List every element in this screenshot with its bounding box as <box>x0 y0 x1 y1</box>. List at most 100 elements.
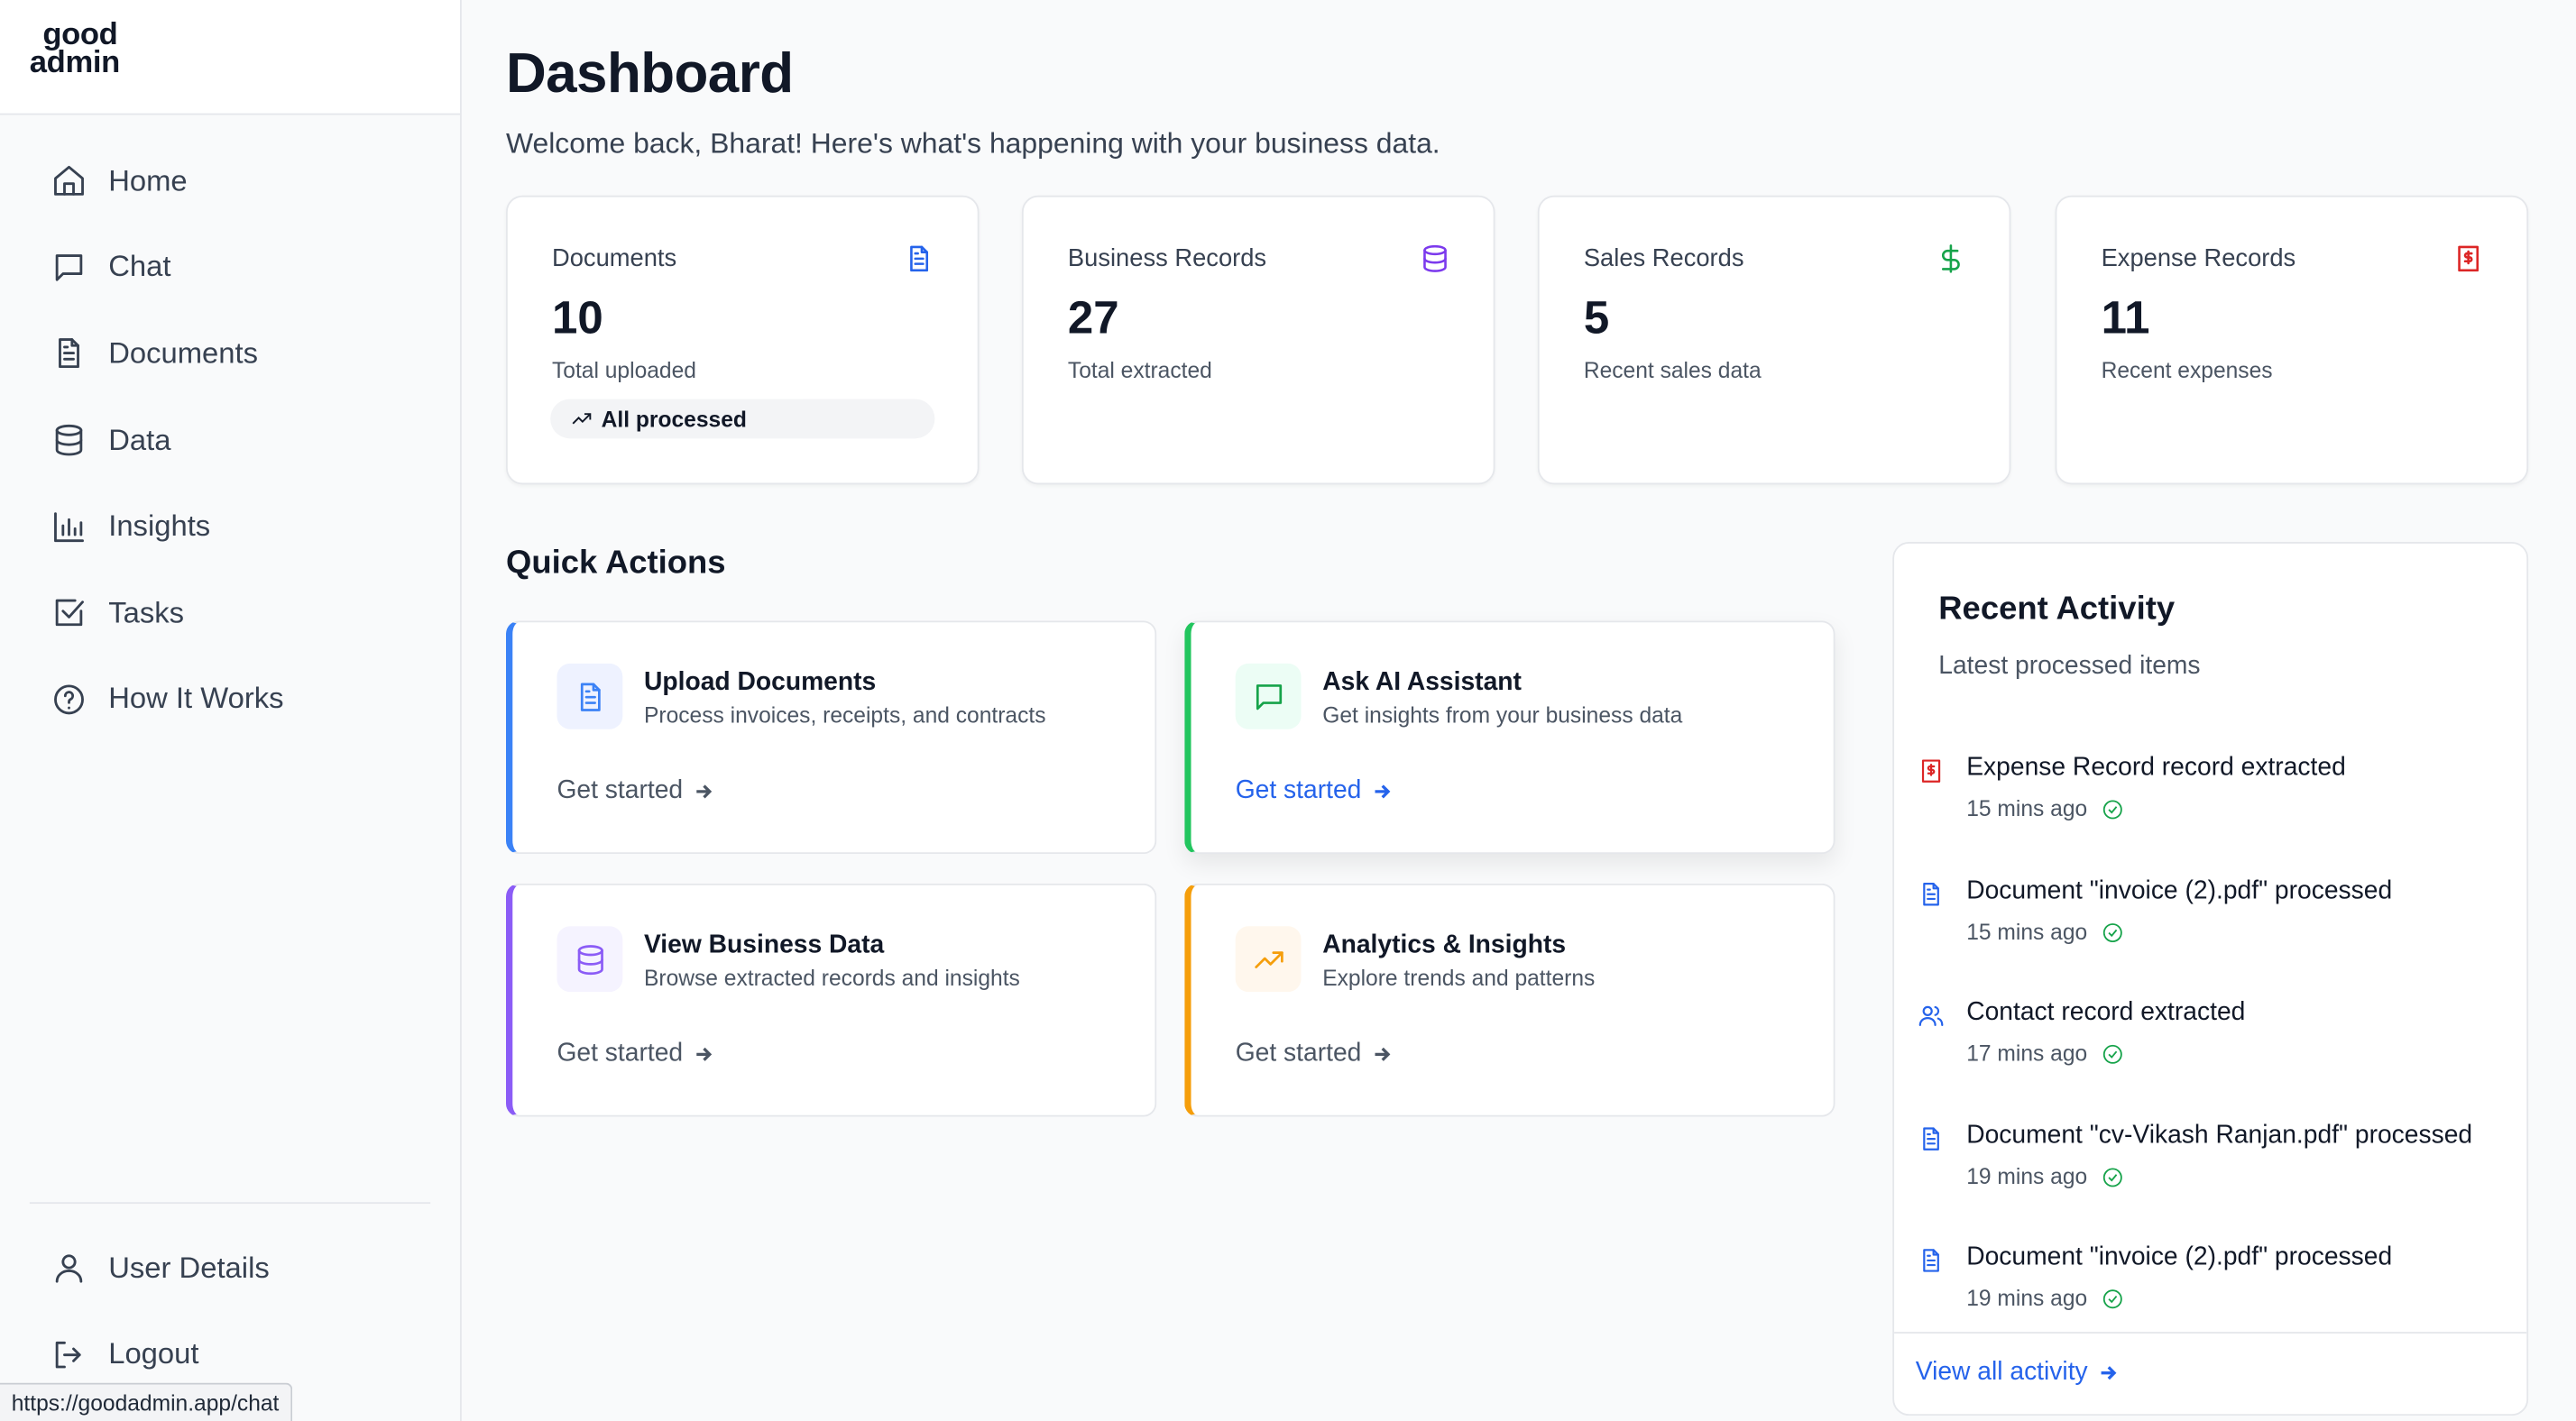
activity-text: Document "cv-Vikash Ranjan.pdf" processe… <box>1966 1122 2473 1150</box>
quick-action-title: Upload Documents <box>643 668 877 697</box>
activity-time: 19 mins ago <box>1966 1164 2123 1189</box>
activity-time-label: 17 mins ago <box>1966 1041 2088 1067</box>
status-badge-label: All processed <box>601 406 747 432</box>
file-text-icon <box>904 243 935 275</box>
stat-note: Recent expenses <box>2101 358 2273 383</box>
receipt-icon <box>2452 243 2484 275</box>
activity-time: 17 mins ago <box>1966 1041 2123 1066</box>
logo-line-2: admin <box>29 45 120 81</box>
sidebar-item-label: Documents <box>108 336 259 370</box>
get-started-label: Get started <box>557 1039 684 1068</box>
get-started-link[interactable]: Get started <box>557 777 712 807</box>
quick-action-title: Ask AI Assistant <box>1322 668 1522 697</box>
stat-card-expense-records: Expense Records 11 Recent expenses <box>2055 195 2529 485</box>
activity-item: Expense Record record extracted 15 mins … <box>1918 754 2509 859</box>
arrow-right-icon <box>1374 784 1390 799</box>
quick-action-view-business-data[interactable]: View Business Data Browse extracted reco… <box>505 883 1157 1117</box>
user-icon <box>55 1254 83 1284</box>
stat-card-business-records: Business Records 27 Total extracted <box>1021 195 1495 485</box>
check-circle-icon <box>2102 1043 2121 1063</box>
status-url-tooltip: https://goodadmin.app/chat <box>0 1382 292 1421</box>
activity-time-label: 15 mins ago <box>1966 796 2088 821</box>
logout-icon <box>55 1341 81 1369</box>
file-text-icon <box>1918 1125 1947 1155</box>
stat-card-documents: Documents 10 Total uploaded All processe… <box>505 195 980 485</box>
page-subtitle: Welcome back, Bharat! Here's what's happ… <box>505 126 1440 160</box>
sidebar-item-label: Data <box>108 423 171 456</box>
sidebar-item-label: Home <box>108 163 188 197</box>
bar-chart-icon <box>54 511 84 542</box>
recent-activity-footer: View all activity <box>1894 1332 2527 1414</box>
recent-activity-subtitle: Latest processed items <box>1938 652 2201 681</box>
stat-note: Total uploaded <box>551 358 696 383</box>
get-started-label: Get started <box>1235 776 1362 805</box>
sidebar-item-documents[interactable]: Documents <box>30 311 434 398</box>
sidebar-item-data[interactable]: Data <box>30 397 434 483</box>
logo[interactable]: good admin <box>29 20 460 81</box>
quick-action-title: Analytics & Insights <box>1322 931 1567 959</box>
activity-time: 15 mins ago <box>1966 796 2123 821</box>
get-started-link[interactable]: Get started <box>1236 1040 1391 1069</box>
dollar-icon <box>1936 243 1967 275</box>
recent-activity-title: Recent Activity <box>1938 591 2176 628</box>
page-title: Dashboard <box>505 42 794 105</box>
check-circle-icon <box>2102 1288 2121 1308</box>
receipt-icon <box>1918 757 1947 787</box>
file-text-icon <box>557 663 623 729</box>
activity-item: Document "invoice (2).pdf" processed 19 … <box>1918 1243 2509 1349</box>
help-icon <box>54 684 84 715</box>
arrow-right-icon <box>1374 1047 1390 1061</box>
activity-time-label: 19 mins ago <box>1966 1164 2088 1189</box>
arrow-right-icon <box>695 1047 712 1061</box>
view-all-activity-link[interactable]: View all activity <box>1916 1358 2118 1388</box>
quick-action-title: View Business Data <box>643 931 885 959</box>
quick-actions-title: Quick Actions <box>505 545 726 582</box>
database-icon <box>557 926 623 993</box>
activity-time: 15 mins ago <box>1966 920 2123 944</box>
sidebar-item-label: Chat <box>108 250 171 283</box>
sidebar-item-tasks[interactable]: Tasks <box>30 570 434 656</box>
get-started-label: Get started <box>557 776 684 805</box>
activity-text: Document "invoice (2).pdf" processed <box>1966 1242 2393 1271</box>
sidebar-item-how-it-works[interactable]: How It Works <box>30 656 434 743</box>
sidebar-item-user-details[interactable]: User Details <box>30 1225 434 1312</box>
quick-action-description: Process invoices, receipts, and contract… <box>643 702 1046 728</box>
get-started-label: Get started <box>1235 1039 1362 1068</box>
chat-icon <box>1235 663 1302 729</box>
quick-action-analytics-insights[interactable]: Analytics & Insights Explore trends and … <box>1184 883 1835 1117</box>
sidebar-nav: Home Chat Documents Data Insights Tasks <box>30 138 434 743</box>
activity-time-label: 19 mins ago <box>1966 1286 2088 1311</box>
activity-item: Document "invoice (2).pdf" processed 15 … <box>1918 877 2509 983</box>
stat-label: Sales Records <box>1583 244 1744 273</box>
sidebar-item-insights[interactable]: Insights <box>30 483 434 570</box>
database-icon <box>1420 243 1451 275</box>
sidebar-item-home[interactable]: Home <box>30 138 434 225</box>
get-started-link[interactable]: Get started <box>1236 777 1391 807</box>
sidebar-item-chat[interactable]: Chat <box>30 225 434 311</box>
stat-value: 10 <box>551 292 603 344</box>
chat-icon <box>55 253 83 281</box>
stat-label: Documents <box>551 244 677 273</box>
arrow-right-icon <box>695 784 712 799</box>
sidebar-item-label: How It Works <box>108 682 284 715</box>
stat-note: Total extracted <box>1067 358 1212 383</box>
stat-card-sales-records: Sales Records 5 Recent sales data <box>1537 195 2011 485</box>
sidebar: good admin Home Chat Documents Data <box>0 0 462 1421</box>
quick-action-upload-documents[interactable]: Upload Documents Process invoices, recei… <box>505 620 1157 855</box>
sidebar-item-logout[interactable]: Logout <box>30 1312 434 1398</box>
quick-action-ask-ai-assistant[interactable]: Ask AI Assistant Get insights from your … <box>1184 620 1835 855</box>
activity-item: Contact record extracted 17 mins ago <box>1918 998 2509 1104</box>
users-icon <box>1918 1002 1947 1031</box>
activity-time-label: 15 mins ago <box>1966 919 2088 945</box>
activity-time: 19 mins ago <box>1966 1286 2123 1310</box>
stat-note: Recent sales data <box>1583 358 1762 383</box>
quick-action-description: Get insights from your business data <box>1322 702 1683 728</box>
activity-text: Contact record extracted <box>1966 998 2246 1027</box>
database-icon <box>55 424 83 456</box>
check-circle-icon <box>2102 1167 2121 1187</box>
stat-label: Business Records <box>1067 244 1267 273</box>
get-started-link[interactable]: Get started <box>557 1040 712 1069</box>
main-content: Dashboard Welcome back, Bharat! Here's w… <box>464 0 2576 1421</box>
stat-value: 11 <box>2101 292 2150 344</box>
stat-value: 5 <box>1583 292 1610 344</box>
